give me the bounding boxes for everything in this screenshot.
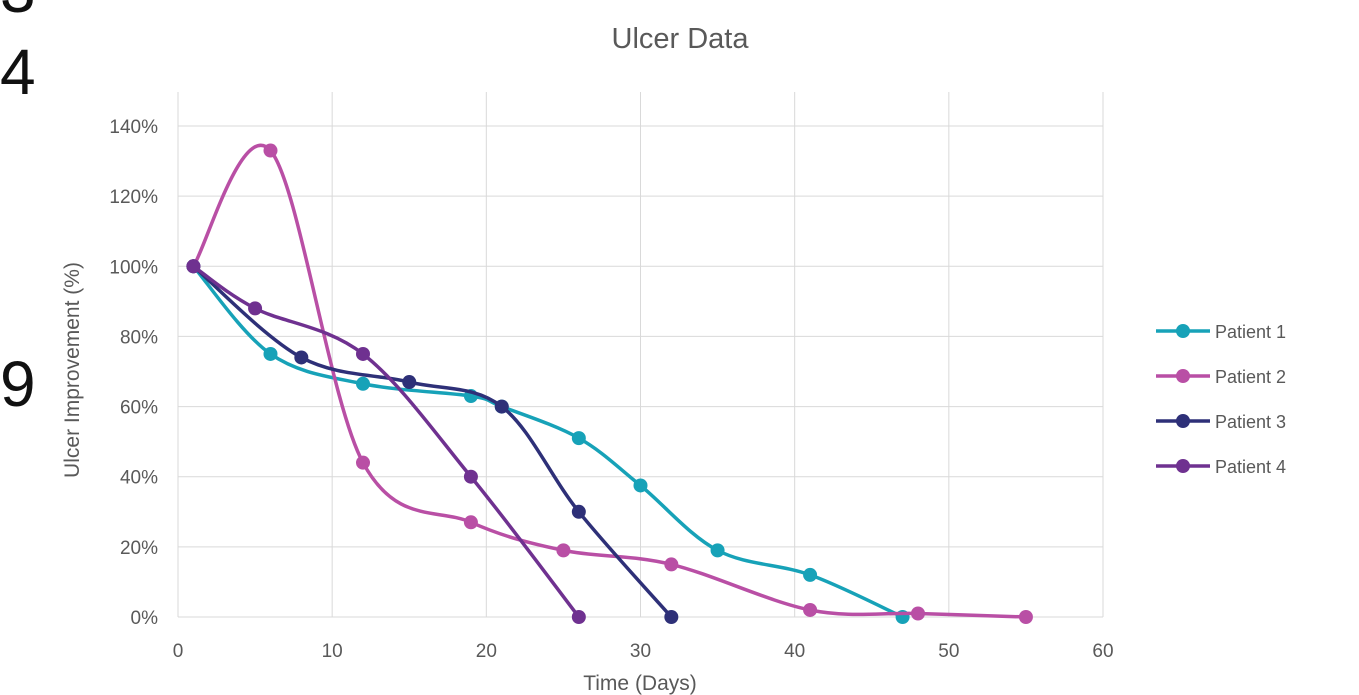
data-point-patient-4 <box>186 259 201 274</box>
axis-ticks: 0 10 20 30 40 50 60 0% 20% 40% 60% 80% 100% 120% 140% <box>109 117 1113 662</box>
series-patient-1 <box>186 259 910 624</box>
legend-item-patient-3: Patient 3 <box>1156 412 1286 432</box>
data-point-patient-1 <box>710 543 725 558</box>
data-point-patient-2 <box>911 606 925 621</box>
y-tick-label: 80% <box>120 327 158 348</box>
x-tick-label: 0 <box>173 641 184 662</box>
y-tick-label: 140% <box>109 117 158 138</box>
series-patient-2 <box>186 143 1033 624</box>
x-tick-label: 20 <box>476 641 497 662</box>
x-axis-title: Time (Days) <box>583 672 697 695</box>
legend-marker <box>1176 324 1190 338</box>
data-point-patient-4 <box>248 301 263 316</box>
series-patient-3 <box>186 259 679 624</box>
y-tick-label: 20% <box>120 538 158 559</box>
series-line-patient-3 <box>191 264 674 619</box>
x-tick-label: 10 <box>322 641 343 662</box>
legend-marker <box>1176 369 1190 383</box>
series-patient-4 <box>186 259 586 624</box>
data-point-patient-3 <box>571 504 586 519</box>
data-point-patient-1 <box>263 346 278 361</box>
series-line-patient-1 <box>191 264 905 619</box>
data-point-patient-2 <box>803 602 818 617</box>
cropped-fragment-bottom: 9 <box>0 348 36 420</box>
legend-label: Patient 3 <box>1215 412 1286 432</box>
legend-marker <box>1176 414 1190 428</box>
data-point-patient-3 <box>664 610 679 624</box>
legend-item-patient-1: Patient 1 <box>1156 322 1286 342</box>
y-tick-label: 40% <box>120 468 158 489</box>
y-tick-label: 60% <box>120 398 158 419</box>
legend-label: Patient 4 <box>1215 457 1286 477</box>
data-point-patient-3 <box>294 350 309 365</box>
legend-item-patient-4: Patient 4 <box>1156 457 1286 477</box>
data-point-patient-1 <box>571 431 586 446</box>
x-tick-label: 60 <box>1092 641 1113 662</box>
data-point-patient-2 <box>664 557 679 572</box>
data-point-patient-1 <box>803 567 818 582</box>
data-point-patient-3 <box>494 399 509 414</box>
legend-label: Patient 2 <box>1215 367 1286 387</box>
data-point-patient-4 <box>356 346 370 361</box>
data-point-patient-2 <box>1018 610 1033 624</box>
cropped-fragment-middle: 4 <box>0 36 36 108</box>
y-axis-title: Ulcer Improvement (%) <box>61 262 84 478</box>
data-point-patient-2 <box>463 515 478 530</box>
data-point-patient-2 <box>356 455 370 470</box>
y-tick-label: 120% <box>109 187 158 208</box>
y-tick-label: 100% <box>109 257 158 278</box>
x-tick-label: 30 <box>630 641 651 662</box>
x-tick-label: 50 <box>938 641 959 662</box>
y-tick-label: 0% <box>131 608 159 629</box>
data-point-patient-1 <box>633 478 648 493</box>
data-point-patient-2 <box>263 143 278 158</box>
series-line-patient-4 <box>191 264 581 619</box>
series-group <box>186 143 1033 624</box>
data-point-patient-4 <box>571 610 586 624</box>
legend-label: Patient 1 <box>1215 322 1286 342</box>
gridlines <box>177 92 1104 618</box>
chart-title: Ulcer Data <box>612 23 750 55</box>
data-point-patient-3 <box>402 375 417 390</box>
x-tick-label: 40 <box>784 641 805 662</box>
legend: Patient 1 Patient 2 Patient 3 Patient 4 <box>1156 322 1286 477</box>
data-point-patient-1 <box>356 376 370 391</box>
data-point-patient-4 <box>463 469 478 484</box>
data-point-patient-2 <box>556 543 571 558</box>
legend-marker <box>1176 459 1190 473</box>
legend-item-patient-2: Patient 2 <box>1156 367 1286 387</box>
cropped-fragment-top: 3 <box>0 0 36 22</box>
